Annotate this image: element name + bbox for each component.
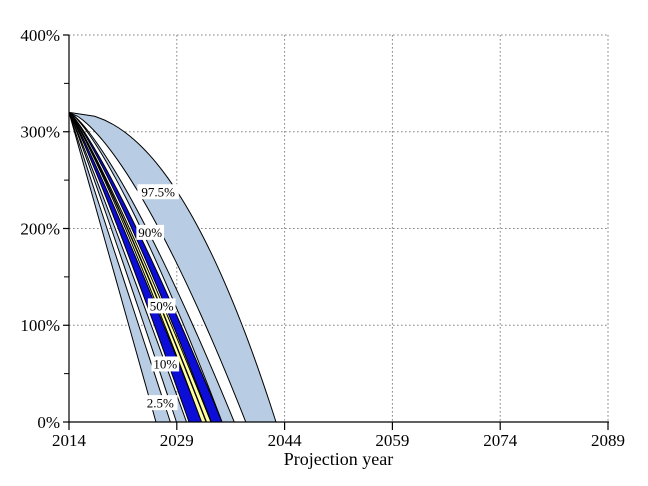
- band-label-box-10%: [151, 356, 180, 372]
- x-tick-label-2044: 2044: [268, 431, 303, 450]
- band-label-97.5%: 97.5%: [141, 184, 175, 199]
- band-label-90%: 90%: [138, 225, 162, 240]
- x-tick-label-2074: 2074: [483, 431, 518, 450]
- band-label-2.5%: 2.5%: [147, 395, 174, 410]
- y-tick-label-300: 300%: [20, 123, 60, 142]
- band-label-box-97.5%: [137, 184, 179, 200]
- band-label-box-50%: [147, 298, 176, 314]
- band-label-box-90%: [136, 224, 165, 240]
- y-tick-label-200: 200%: [20, 219, 60, 238]
- x-tick-label-2029: 2029: [160, 431, 194, 450]
- y-tick-label-400: 400%: [20, 26, 60, 45]
- y-tick-label-100: 100%: [20, 316, 60, 335]
- median-line-50th-percentile: [68, 111, 207, 423]
- x-tick-label-2089: 2089: [591, 431, 625, 450]
- band-label-box-2.5%: [142, 395, 178, 411]
- x-axis-title: Projection year: [284, 449, 393, 469]
- y-tick-label-0: 0%: [37, 413, 60, 432]
- x-tick-label-2014: 2014: [52, 431, 87, 450]
- band-label-50%: 50%: [150, 299, 174, 314]
- band-label-10%: 10%: [153, 357, 177, 372]
- x-tick-label-2059: 2059: [375, 431, 409, 450]
